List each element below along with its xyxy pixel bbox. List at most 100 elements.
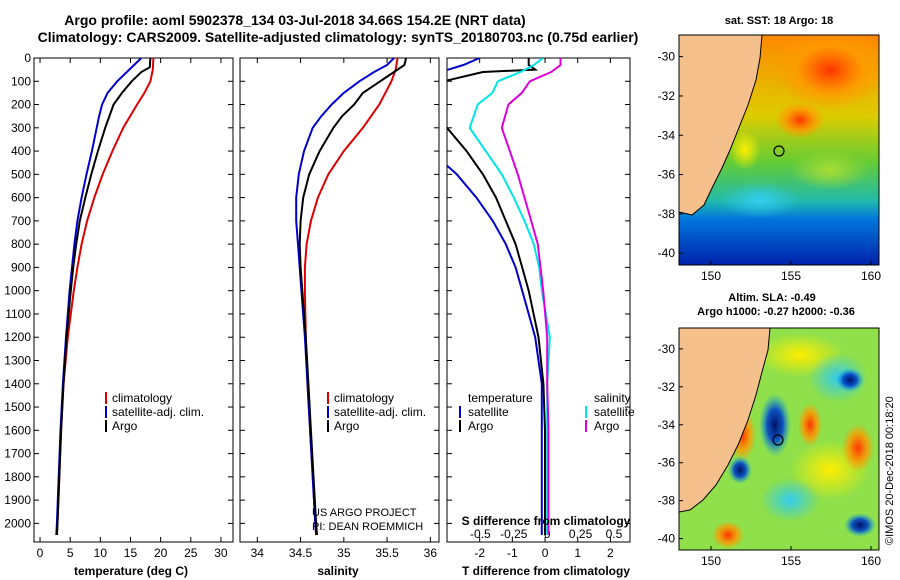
y-tick-label: 900 bbox=[11, 260, 31, 274]
s-tick-label: 0.5 bbox=[606, 527, 623, 541]
sst-green-patch bbox=[790, 150, 870, 190]
y-tick-label: 800 bbox=[11, 237, 31, 251]
y-tick-label: 1300 bbox=[4, 354, 31, 368]
y-tick-label: 1200 bbox=[4, 330, 31, 344]
series-line-argo bbox=[298, 58, 408, 536]
series-line-t_argo bbox=[447, 58, 546, 535]
pi-note: PI: DEAN ROEMMICH bbox=[312, 521, 423, 533]
y-tick-label: 300 bbox=[11, 121, 31, 135]
x-tick-label: 10 bbox=[94, 546, 108, 560]
temperature-legend: climatology satellite-adj. clim. Argo bbox=[105, 391, 204, 433]
y-tick-label: 700 bbox=[11, 214, 31, 228]
legend-climatology-label: climatology bbox=[112, 391, 172, 405]
y-tick-label: 600 bbox=[11, 191, 31, 205]
map-y-label: -34 bbox=[658, 418, 676, 432]
map-x-label: 155 bbox=[781, 269, 801, 283]
temperature-xlabel: temperature (deg C) bbox=[74, 564, 188, 578]
y-tick-label: 1500 bbox=[4, 400, 31, 414]
series-line-satellite bbox=[55, 58, 142, 536]
sla-warm-2 bbox=[798, 403, 822, 447]
s-tick-label: -0.5 bbox=[470, 527, 491, 541]
y-tick-label: 0 bbox=[24, 51, 31, 65]
figure-title-line1: Argo profile: aoml 5902378_134 03-Jul-20… bbox=[64, 12, 525, 28]
x-tick-label: 35.5 bbox=[375, 546, 399, 560]
x-tick-label: 25 bbox=[184, 546, 198, 560]
map-y-label: -38 bbox=[658, 207, 676, 221]
sst-warm-eddy bbox=[729, 130, 761, 170]
x-tick-label: 0 bbox=[37, 546, 44, 560]
sst-land bbox=[679, 35, 763, 216]
x-tick-label: 34 bbox=[251, 546, 265, 560]
map-y-label: -32 bbox=[658, 380, 676, 394]
y-tick-label: 1600 bbox=[4, 423, 31, 437]
y-tick-label: 1400 bbox=[4, 377, 31, 391]
legend-satellite-label: satellite-adj. clim. bbox=[334, 405, 426, 419]
y-tick-label: 400 bbox=[11, 144, 31, 158]
difference-panel-frame bbox=[446, 57, 631, 543]
legend-s-argo-label: Argo bbox=[594, 419, 620, 433]
sla-cool-4 bbox=[844, 513, 876, 537]
y-tick-label: 200 bbox=[11, 98, 31, 112]
sla-cyan-2 bbox=[760, 478, 820, 522]
y-tick-label: 1800 bbox=[4, 470, 31, 484]
sla-cool-2 bbox=[728, 456, 752, 484]
sla-cool-3 bbox=[836, 368, 864, 392]
salinity-xlabel: salinity bbox=[317, 564, 359, 578]
series-line-s_argo bbox=[500, 58, 562, 535]
map-x-label: 160 bbox=[861, 554, 881, 568]
map-y-label: -40 bbox=[658, 532, 676, 546]
map-x-label: 155 bbox=[781, 554, 801, 568]
legend-argo-label: Argo bbox=[112, 419, 138, 433]
sst-warm-core bbox=[775, 35, 879, 110]
sst-float-marker bbox=[773, 145, 785, 157]
copyright-stamp: ©IMOS 20-Dec-2018 00:18:20 bbox=[884, 396, 896, 545]
sla-warm-4 bbox=[712, 521, 744, 549]
legend-temperature-title: temperature bbox=[468, 391, 533, 405]
salinity-legend: climatology satellite-adj. clim. Argo bbox=[327, 391, 426, 433]
series-line-s_satellite bbox=[468, 58, 551, 535]
s-tick-label: -0.25 bbox=[500, 527, 528, 541]
project-note: US ARGO PROJECT bbox=[312, 507, 417, 519]
sla-map bbox=[679, 328, 879, 550]
map-y-label: -34 bbox=[658, 128, 676, 142]
s-difference-label: S difference from climatology bbox=[462, 514, 631, 528]
map-x-label: 150 bbox=[701, 554, 721, 568]
y-tick-label: 500 bbox=[11, 167, 31, 181]
x-tick-label: 36 bbox=[424, 546, 438, 560]
x-tick-label: 0 bbox=[542, 546, 549, 560]
x-tick-label: 20 bbox=[154, 546, 168, 560]
map-y-label: -38 bbox=[658, 494, 676, 508]
x-tick-label: 5 bbox=[67, 546, 74, 560]
s-tick-label: 0.25 bbox=[569, 527, 593, 541]
map-y-label: -40 bbox=[658, 246, 676, 260]
sst-map-title: sat. SST: 18 Argo: 18 bbox=[725, 15, 833, 27]
x-tick-label: 2 bbox=[607, 546, 614, 560]
sst-cyan-patch bbox=[720, 182, 800, 218]
y-tick-label: 1700 bbox=[4, 447, 31, 461]
sst-warm-filament bbox=[775, 102, 825, 138]
difference-salinity-legend: salinity satellite Argo bbox=[585, 391, 635, 433]
difference-xlabel: T difference from climatology bbox=[462, 564, 630, 578]
map-y-label: -30 bbox=[658, 50, 676, 64]
sla-map-frame bbox=[678, 327, 880, 551]
sst-map-frame bbox=[678, 34, 880, 266]
legend-satellite-label: satellite-adj. clim. bbox=[112, 405, 204, 419]
sla-map-title-2: Argo h1000: -0.27 h2000: -0.36 bbox=[697, 306, 855, 318]
map-y-label: -36 bbox=[658, 456, 676, 470]
map-y-label: -36 bbox=[658, 168, 676, 182]
legend-t-argo-label: Argo bbox=[468, 419, 494, 433]
sla-warm-3 bbox=[842, 424, 874, 472]
map-y-label: -30 bbox=[658, 342, 676, 356]
figure-title-line2: Climatology: CARS2009. Satellite-adjuste… bbox=[38, 29, 639, 45]
x-tick-label: 35 bbox=[337, 546, 351, 560]
series-line-t_satellite bbox=[447, 58, 543, 535]
legend-s-satellite-label: satellite bbox=[594, 405, 635, 419]
x-tick-label: -1 bbox=[507, 546, 518, 560]
x-tick-label: 30 bbox=[214, 546, 228, 560]
sla-land bbox=[679, 328, 771, 513]
sla-float-marker bbox=[772, 434, 784, 446]
legend-argo-label: Argo bbox=[334, 419, 360, 433]
legend-t-satellite-label: satellite bbox=[468, 405, 509, 419]
sst-map bbox=[679, 35, 879, 265]
